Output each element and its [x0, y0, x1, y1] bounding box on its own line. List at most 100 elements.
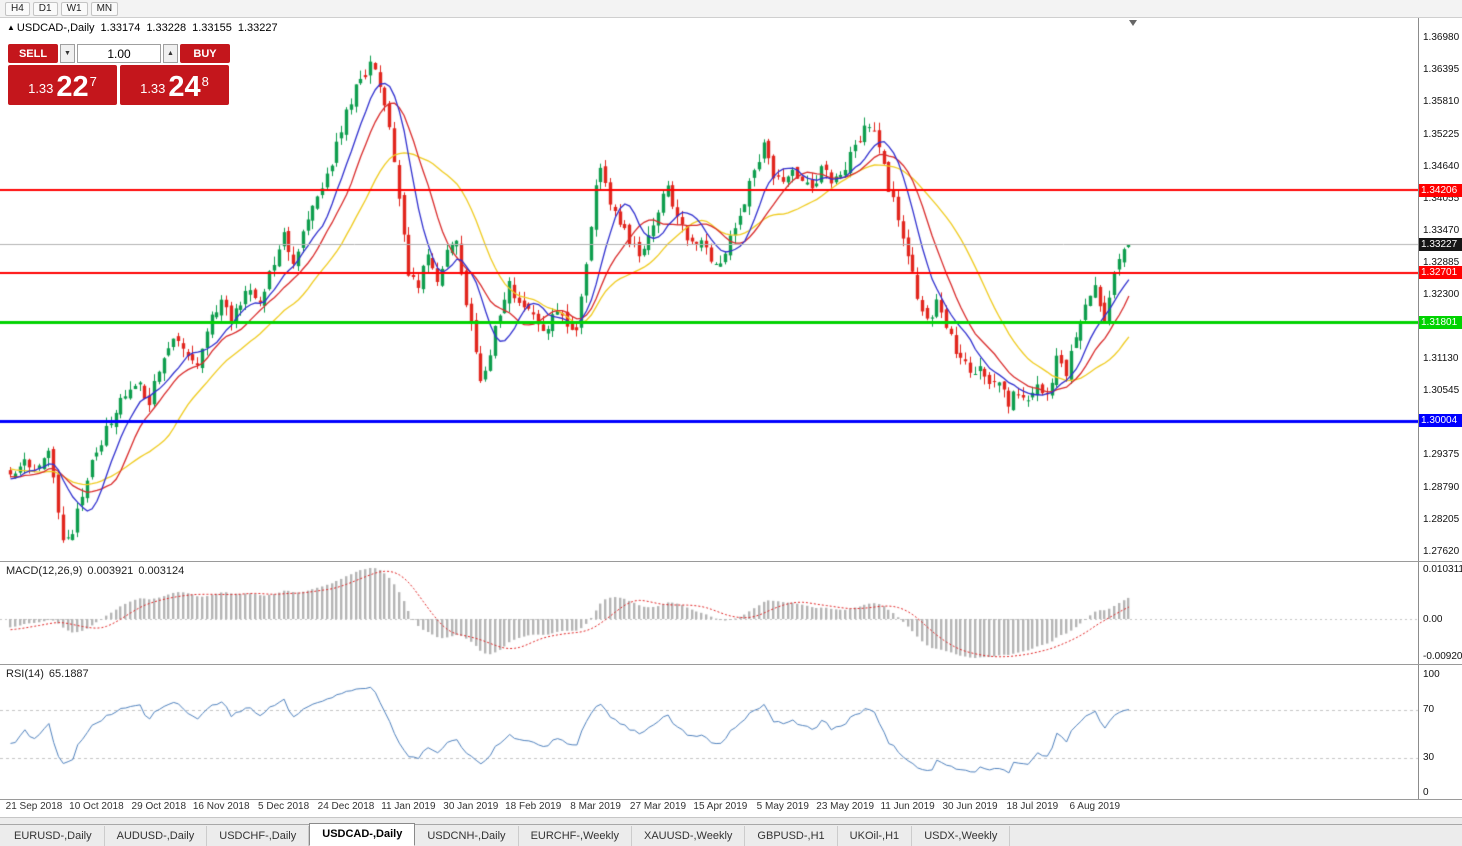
- date-axis-label: 10 Oct 2018: [69, 801, 124, 812]
- date-axis-label: 16 Nov 2018: [192, 801, 250, 812]
- chevron-up-icon: ▲: [167, 50, 174, 57]
- timeframe-button-w1[interactable]: W1: [60, 1, 88, 16]
- rsi-indicator-label: RSI(14) 65.1887: [6, 668, 94, 680]
- sell-price-display[interactable]: 1.33 22 7: [8, 65, 117, 105]
- price-axis-label: 1.28205: [1423, 513, 1460, 525]
- sell-price-frac: 7: [89, 74, 97, 89]
- price-axis-separator: [1418, 18, 1419, 799]
- price-axis-label: 1.35810: [1423, 96, 1460, 108]
- date-axis-label: 18 Feb 2019: [505, 801, 562, 812]
- macd-name: MACD(12,26,9): [6, 565, 83, 577]
- date-axis-label: 5 May 2019: [756, 801, 809, 812]
- date-axis-label: 21 Sep 2018: [5, 801, 63, 812]
- buy-price-pips: 24: [168, 71, 201, 103]
- macd-signal-value: 0.003124: [138, 565, 185, 577]
- chart-tab-usdx-weekly[interactable]: USDX-,Weekly: [912, 826, 1011, 846]
- rsi-axis-label: 30: [1423, 751, 1435, 763]
- bottom-strip: [0, 817, 1462, 824]
- date-axis-label: 8 Mar 2019: [570, 801, 621, 812]
- date-axis-label: 30 Jan 2019: [443, 801, 499, 812]
- buy-button[interactable]: BUY: [180, 44, 230, 63]
- chart-tab-ukoil-h1[interactable]: UKOil-,H1: [838, 826, 913, 846]
- chevron-down-icon: ▼: [64, 50, 71, 57]
- buy-price-display[interactable]: 1.33 24 8: [120, 65, 229, 105]
- volume-decrease-button[interactable]: ▼: [60, 44, 75, 63]
- price-axis-label: 1.29375: [1423, 449, 1460, 461]
- chart-tab-usdchf-daily[interactable]: USDCHF-,Daily: [207, 826, 310, 846]
- timeframe-button-group: H4 D1 W1 MN: [0, 1, 119, 16]
- chart-tab-eurusd-daily[interactable]: EURUSD-,Daily: [2, 826, 105, 846]
- symbol-marker-icon: ▲: [7, 23, 15, 32]
- panel-separator-dates: [0, 799, 1462, 800]
- rsi-value: 65.1887: [48, 668, 89, 680]
- chart-tab-usdcad-daily[interactable]: USDCAD-,Daily: [309, 823, 416, 846]
- level-price-tag: 1.32701: [1419, 266, 1462, 280]
- sell-price-pips: 22: [56, 71, 89, 103]
- chart-ohlc-header: ▲ USDCAD-,Daily 1.33174 1.33228 1.33155 1.332…: [7, 22, 278, 34]
- timeframe-button-mn[interactable]: MN: [90, 1, 119, 16]
- chart-tab-gbpusd-h1[interactable]: GBPUSD-,H1: [745, 826, 838, 846]
- one-click-trade-panel: SELL ▼ ▲ BUY 1.33 22 7 1.33 24 8: [8, 44, 232, 105]
- volume-input[interactable]: [77, 44, 161, 63]
- chart-tab-xauusd-weekly[interactable]: XAUUSD-,Weekly: [632, 826, 746, 846]
- date-axis-label: 24 Dec 2018: [317, 801, 375, 812]
- price-chart-canvas[interactable]: [0, 18, 1418, 561]
- date-axis-label: 30 Jun 2019: [942, 801, 998, 812]
- sell-price-head: 1.33: [28, 81, 54, 96]
- macd-panel-canvas[interactable]: [0, 562, 1418, 664]
- date-axis-label: 15 Apr 2019: [693, 801, 748, 812]
- price-axis-label: 1.30545: [1423, 385, 1460, 397]
- date-axis-label: 11 Jan 2019: [381, 801, 436, 812]
- top-toolbar: H4 D1 W1 MN: [0, 0, 1462, 18]
- rsi-axis-label: 100: [1423, 669, 1440, 680]
- trade-price-row: 1.33 22 7 1.33 24 8: [8, 65, 232, 105]
- date-axis-label: 18 Jul 2019: [1006, 801, 1059, 812]
- macd-axis-max-label: 0.010311: [1423, 564, 1462, 575]
- chart-tab-usdcnh-daily[interactable]: USDCNH-,Daily: [415, 826, 519, 846]
- price-axis-label: 1.34055: [1423, 192, 1460, 204]
- level-price-tag: 1.34206: [1419, 183, 1462, 197]
- chart-shift-marker-icon[interactable]: [1129, 20, 1137, 26]
- volume-increase-button[interactable]: ▲: [163, 44, 178, 63]
- price-axis-label: 1.32300: [1423, 288, 1460, 300]
- price-axis-label: 1.27620: [1423, 545, 1460, 557]
- timeframe-button-d1[interactable]: D1: [32, 1, 58, 16]
- rsi-axis-label: 70: [1423, 704, 1435, 716]
- macd-axis-zero-label: 0.00: [1423, 613, 1443, 625]
- price-axis-label: 1.35225: [1423, 128, 1460, 140]
- date-axis-label: 23 May 2019: [816, 801, 875, 812]
- date-axis-label: 5 Dec 2018: [258, 801, 310, 812]
- panel-separator-rsi[interactable]: [0, 664, 1462, 665]
- ohlc-high: 1.33228: [146, 22, 187, 34]
- price-axis-label: 1.32885: [1423, 256, 1460, 268]
- current-price-tag: 1.33227: [1419, 237, 1462, 251]
- price-axis-label: 1.28790: [1423, 481, 1460, 493]
- macd-axis-min-label: -0.009203: [1423, 651, 1462, 662]
- ohlc-open: 1.33174: [100, 22, 141, 34]
- rsi-panel-canvas[interactable]: [0, 665, 1418, 799]
- price-axis-label: 1.36395: [1423, 64, 1460, 76]
- trade-controls-row: SELL ▼ ▲ BUY: [8, 44, 232, 63]
- price-axis-label: 1.31130: [1423, 353, 1459, 365]
- price-axis-label: 1.36980: [1423, 32, 1460, 44]
- chart-tab-eurchf-weekly[interactable]: EURCHF-,Weekly: [519, 826, 632, 846]
- ohlc-low: 1.33155: [192, 22, 232, 34]
- chart-tab-audusd-daily[interactable]: AUDUSD-,Daily: [105, 826, 208, 846]
- buy-price-frac: 8: [201, 74, 209, 89]
- symbol-timeframe-label: USDCAD-,Daily: [16, 22, 95, 34]
- date-axis-label: 6 Aug 2019: [1069, 801, 1121, 812]
- price-axis-label: 1.34640: [1423, 160, 1460, 172]
- panel-separator-macd[interactable]: [0, 561, 1462, 562]
- rsi-name: RSI(14): [6, 668, 44, 680]
- date-axis-label: 27 Mar 2019: [629, 801, 687, 812]
- date-axis-label: 11 Jun 2019: [880, 801, 935, 812]
- rsi-axis-label: 0: [1423, 787, 1429, 798]
- timeframe-button-h4[interactable]: H4: [5, 1, 30, 16]
- sell-button[interactable]: SELL: [8, 44, 58, 63]
- buy-price-head: 1.33: [140, 81, 166, 96]
- symbol-tab-bar: EURUSD-,Daily AUDUSD-,Daily USDCHF-,Daily U…: [0, 823, 1462, 846]
- macd-indicator-label: MACD(12,26,9) 0.003921 0.003124: [6, 565, 189, 577]
- level-price-tag: 1.30004: [1419, 414, 1462, 428]
- macd-main-value: 0.003921: [87, 565, 134, 577]
